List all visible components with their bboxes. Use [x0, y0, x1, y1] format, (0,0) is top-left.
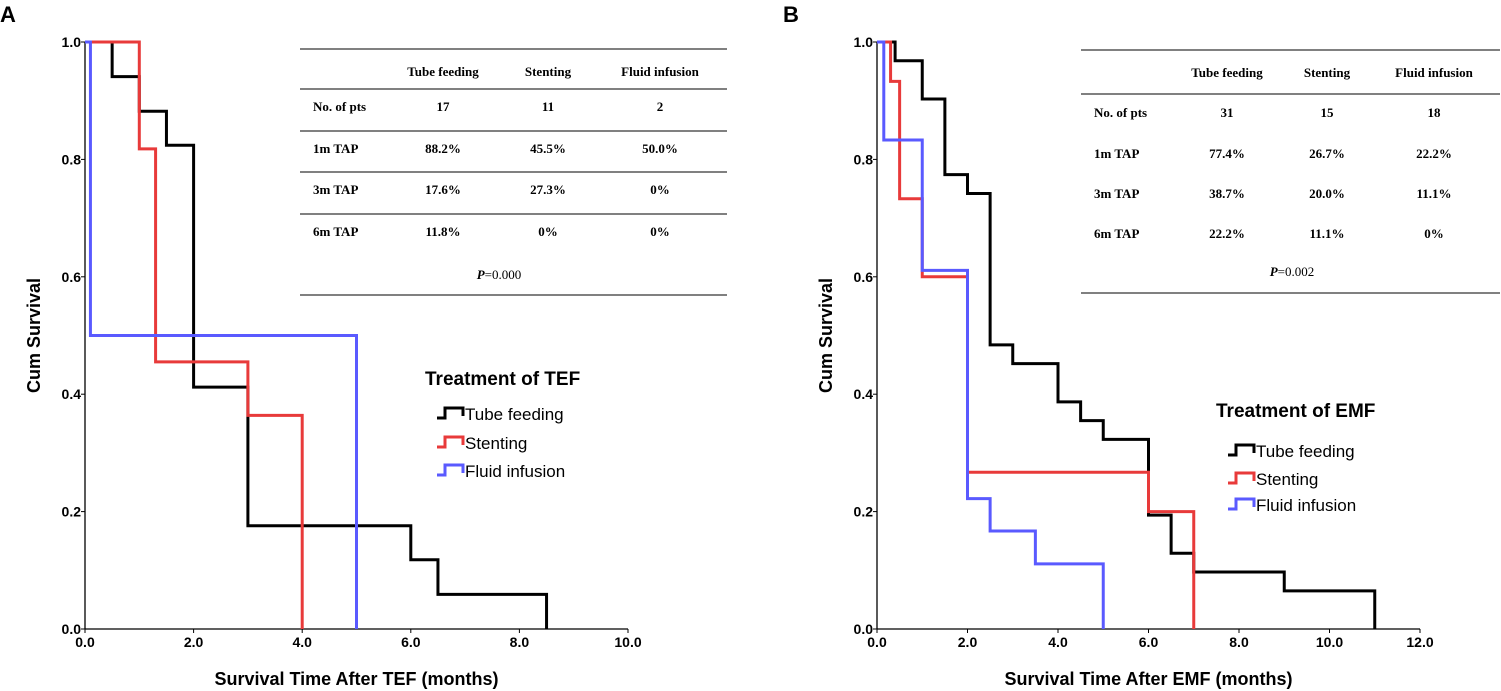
legend-label: Stenting: [465, 434, 527, 453]
legend-swatch: [1228, 497, 1256, 511]
y-tick-label: 0.6: [62, 269, 82, 285]
p-value-label: P: [1270, 264, 1279, 279]
y-tick-label: 0.2: [62, 504, 82, 520]
table-cell: 45.5%: [530, 141, 566, 156]
table-cell: 0%: [538, 224, 558, 239]
survival-curve-tube-feeding: [877, 40, 1377, 629]
table-cell: 22.2%: [1416, 146, 1452, 161]
panel-label: B: [783, 2, 799, 27]
table-row-label: 6m TAP: [313, 224, 358, 239]
table-cell: 11.1%: [1309, 226, 1344, 241]
y-tick-label: 0.8: [854, 151, 874, 167]
y-tick-label: 0.2: [854, 504, 874, 520]
table-cell: 27.3%: [530, 182, 566, 197]
table-cell: 11.1%: [1416, 186, 1451, 201]
table-cell: 11: [542, 99, 554, 114]
table-cell: 0%: [650, 182, 670, 197]
x-tick-label: 8.0: [1229, 634, 1249, 650]
x-tick-label: 10.0: [614, 634, 641, 650]
table-row-label: 1m TAP: [313, 141, 358, 156]
x-tick-label: 6.0: [401, 634, 421, 650]
table-header: Stenting: [1304, 65, 1351, 80]
table-cell: 26.7%: [1309, 146, 1345, 161]
survival-curve-stenting: [877, 40, 1196, 629]
table-row-label: No. of pts: [313, 99, 366, 114]
legend-label: Fluid infusion: [465, 462, 565, 481]
table-header: Stenting: [525, 64, 572, 79]
x-tick-label: 4.0: [292, 634, 312, 650]
y-tick-label: 0.6: [854, 269, 874, 285]
p-value-label: P: [477, 267, 486, 282]
y-axis-title: Cum Survival: [816, 278, 836, 393]
table-cell: 88.2%: [425, 141, 461, 156]
legend-title: Treatment of EMF: [1216, 401, 1375, 422]
table-row-label: 6m TAP: [1094, 226, 1139, 241]
table-cell: 77.4%: [1209, 146, 1245, 161]
table-cell: 15: [1321, 105, 1335, 120]
y-tick-label: 1.0: [62, 34, 82, 50]
p-value-number: =0.002: [1278, 264, 1315, 279]
y-tick-label: 0.8: [62, 151, 82, 167]
panel-label: A: [0, 2, 16, 27]
table-row-label: No. of pts: [1094, 105, 1147, 120]
survival-curve-fluid-infusion: [877, 40, 1105, 629]
table-cell: 22.2%: [1209, 226, 1245, 241]
x-tick-label: 10.0: [1316, 634, 1343, 650]
x-tick-label: 0.0: [867, 634, 887, 650]
table-cell: 0%: [1424, 226, 1444, 241]
x-tick-label: 0.0: [75, 634, 95, 650]
x-tick-label: 2.0: [184, 634, 204, 650]
table-cell: 50.0%: [642, 141, 678, 156]
x-tick-label: 12.0: [1406, 634, 1433, 650]
legend-label: Tube feeding: [1256, 442, 1355, 461]
table-header: Tube feeding: [1191, 65, 1263, 80]
y-tick-label: 0.0: [62, 621, 82, 637]
legend-label: Fluid infusion: [1256, 496, 1356, 515]
x-axis-title: Survival Time After EMF (months): [1004, 669, 1292, 689]
table-cell: 2: [657, 99, 664, 114]
legend-label: Tube feeding: [465, 405, 564, 424]
legend-swatch: [1228, 471, 1256, 485]
legend-swatch: [437, 406, 465, 420]
x-tick-label: 4.0: [1048, 634, 1068, 650]
legend-swatch: [437, 435, 465, 449]
y-tick-label: 0.4: [62, 386, 82, 402]
x-tick-label: 6.0: [1139, 634, 1159, 650]
table-cell: 20.0%: [1309, 186, 1345, 201]
table-header: Fluid infusion: [621, 64, 699, 79]
table-cell: 17.6%: [425, 182, 461, 197]
y-tick-label: 1.0: [854, 34, 874, 50]
legend-label: Stenting: [1256, 470, 1318, 489]
p-value: P=0.002: [1270, 264, 1315, 279]
x-tick-label: 2.0: [958, 634, 978, 650]
y-tick-label: 0.4: [854, 386, 874, 402]
table-header: Fluid infusion: [1395, 65, 1473, 80]
legend-title: Treatment of TEF: [425, 369, 580, 390]
table-cell: 17: [437, 99, 451, 114]
legend-swatch: [437, 463, 465, 477]
table-cell: 31: [1221, 105, 1234, 120]
table-cell: 18: [1428, 105, 1442, 120]
x-tick-label: 8.0: [510, 634, 530, 650]
table-row-label: 1m TAP: [1094, 146, 1139, 161]
table-cell: 0%: [650, 224, 670, 239]
survival-curve-stenting: [85, 40, 304, 629]
y-axis-title: Cum Survival: [24, 278, 44, 393]
p-value-number: =0.000: [485, 267, 522, 282]
table-cell: 38.7%: [1209, 186, 1245, 201]
table-cell: 11.8%: [425, 224, 460, 239]
legend-swatch: [1228, 443, 1256, 457]
p-value: P=0.000: [477, 267, 522, 282]
survival-curve-tube-feeding: [85, 40, 549, 629]
table-row-label: 3m TAP: [313, 182, 358, 197]
table-row-label: 3m TAP: [1094, 186, 1139, 201]
y-tick-label: 0.0: [854, 621, 874, 637]
x-axis-title: Survival Time After TEF (months): [214, 669, 498, 689]
table-header: Tube feeding: [407, 64, 479, 79]
survival-curve-fluid-infusion: [85, 40, 358, 629]
